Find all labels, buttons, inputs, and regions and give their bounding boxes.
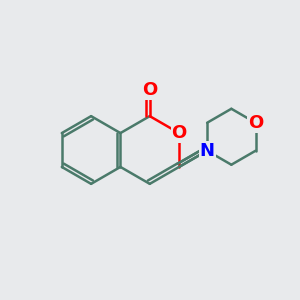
Text: O: O bbox=[172, 124, 187, 142]
Text: O: O bbox=[142, 81, 158, 99]
Text: O: O bbox=[248, 114, 263, 132]
Text: N: N bbox=[200, 142, 214, 160]
